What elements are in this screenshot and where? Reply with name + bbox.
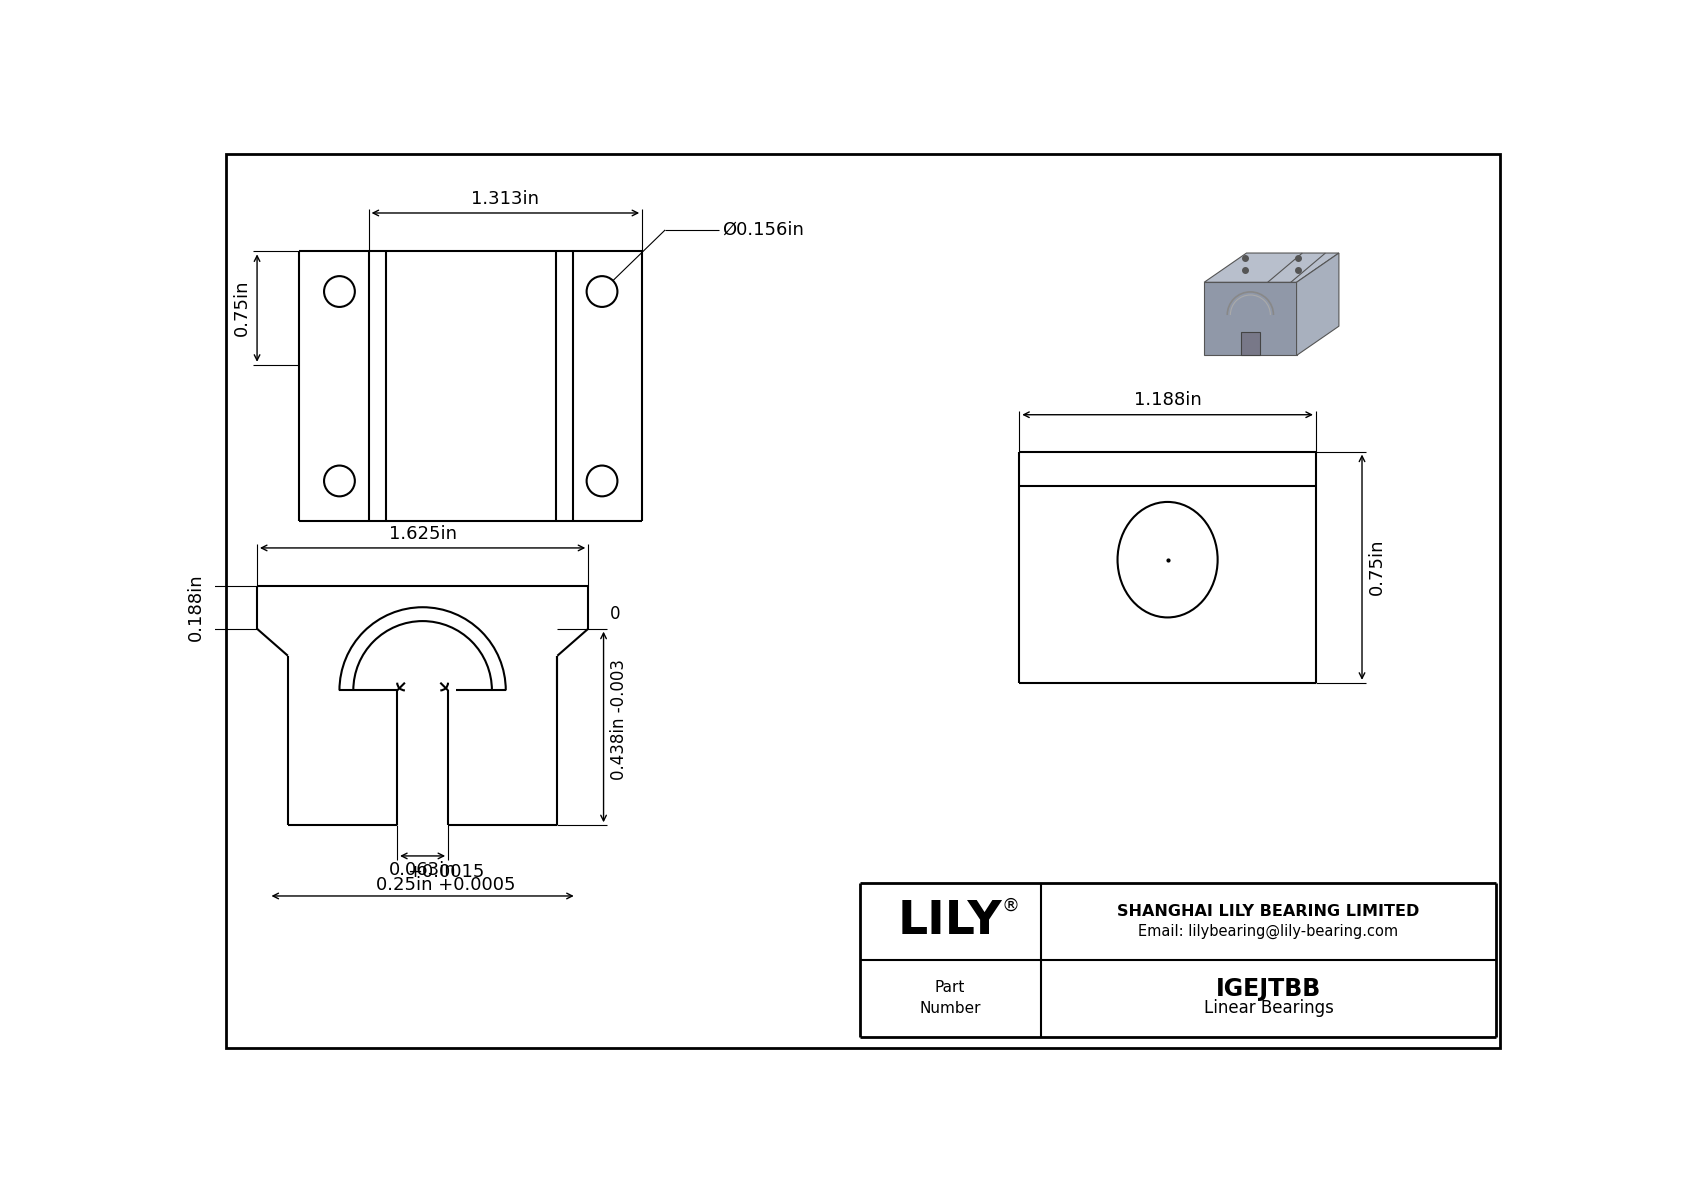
Text: Ø0.156in: Ø0.156in [722,220,803,239]
Polygon shape [1204,252,1339,282]
Text: Email: lilybearing@lily-bearing.com: Email: lilybearing@lily-bearing.com [1138,924,1398,939]
Text: 1.313in: 1.313in [472,189,539,207]
Text: 0.75in: 0.75in [1367,540,1386,596]
Text: Part
Number: Part Number [919,980,980,1016]
Text: 1.625in: 1.625in [389,524,456,543]
Text: 0.188in: 0.188in [187,574,205,642]
Text: LILY: LILY [898,899,1002,944]
Polygon shape [1297,252,1339,355]
Text: ®: ® [1000,897,1019,915]
Text: 0.75in: 0.75in [232,280,251,336]
Text: Linear Bearings: Linear Bearings [1204,999,1334,1017]
Text: 0: 0 [610,605,620,623]
Text: 0.25in +0.0005: 0.25in +0.0005 [376,877,515,894]
Text: 0.063in: 0.063in [389,861,456,879]
Text: 0.438in -0.003: 0.438in -0.003 [610,659,628,780]
Polygon shape [1241,332,1260,355]
Polygon shape [1204,282,1297,355]
Text: +0.0015: +0.0015 [408,862,485,880]
Text: SHANGHAI LILY BEARING LIMITED: SHANGHAI LILY BEARING LIMITED [1116,904,1420,919]
Text: 1.188in: 1.188in [1133,392,1201,410]
Text: IGEJTBB: IGEJTBB [1216,977,1320,1002]
